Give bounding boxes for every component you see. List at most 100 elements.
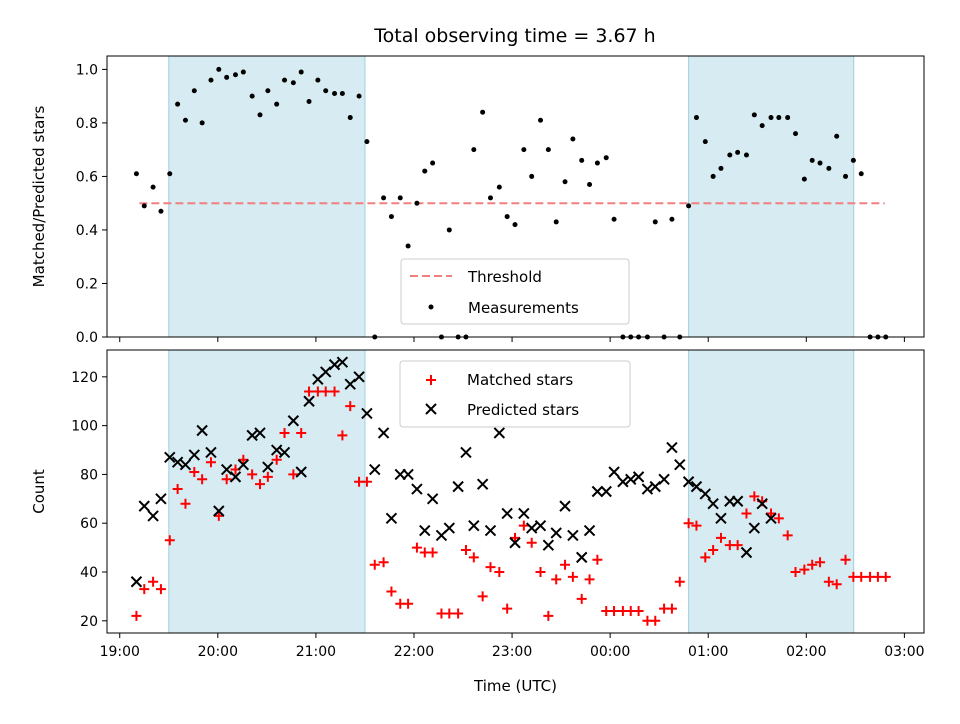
matched-star-point	[708, 545, 719, 556]
measurement-point	[388, 214, 394, 220]
legend-matched-label: Matched stars	[467, 371, 573, 389]
predicted-star-point	[237, 458, 250, 471]
measurement-point	[332, 90, 338, 96]
x-axis-label: Time (UTC)	[473, 677, 557, 695]
legend-measurement-label: Measurements	[468, 299, 579, 317]
measurement-point	[793, 131, 799, 137]
measurement-point	[587, 181, 593, 187]
x-tick-label: 23:00	[492, 644, 532, 660]
measurement-point	[257, 112, 263, 118]
predicted-star-point	[220, 463, 233, 476]
measurement-point	[743, 152, 749, 158]
y-axis-label: Count	[30, 469, 48, 514]
y-tick-label: 0.4	[76, 223, 98, 239]
matched-star-point	[460, 545, 471, 556]
predicted-star-point	[246, 429, 258, 442]
matched-star-point	[526, 537, 537, 548]
predicted-star-point	[353, 371, 365, 383]
measurement-point	[710, 173, 716, 179]
predicted-star-point	[690, 480, 703, 493]
measurement-point	[611, 216, 617, 222]
matched-star-point	[551, 574, 562, 585]
measurement-point	[875, 334, 881, 340]
measurement-point	[735, 149, 741, 155]
matched-star-point	[279, 427, 290, 438]
measurement-point	[570, 136, 576, 142]
matched-star-point	[427, 547, 438, 558]
predicted-star-point	[617, 476, 629, 488]
predicted-star-point	[731, 495, 744, 507]
x-tick-label: 01:00	[688, 644, 728, 660]
matched-star-point	[155, 584, 166, 595]
matched-star-point	[502, 603, 513, 614]
predicted-star-point	[715, 512, 727, 525]
measurement-point	[620, 334, 626, 340]
measurement-point	[751, 112, 757, 118]
measurement-point	[545, 147, 551, 153]
measurement-point	[718, 165, 724, 171]
matched-star-point	[378, 557, 389, 568]
predicted-star-point	[550, 527, 562, 539]
measurement-point	[512, 222, 518, 228]
y-tick-label: 1.0	[76, 62, 98, 78]
matched-star-point	[320, 386, 331, 397]
predicted-star-point	[179, 458, 192, 471]
y-tick-label: 0.0	[76, 330, 98, 346]
measurement-point	[496, 184, 502, 190]
predicted-star-point	[509, 537, 521, 549]
predicted-star-point	[625, 473, 637, 486]
predicted-star-point	[452, 480, 464, 493]
measurement-point	[834, 133, 840, 139]
measurement-point	[455, 334, 461, 340]
measurement-point	[693, 115, 699, 121]
matched-star-point	[288, 469, 299, 480]
matched-star-point	[518, 520, 529, 531]
legend-threshold-label: Threshold	[467, 268, 542, 286]
predicted-star-point	[361, 407, 373, 420]
measurement-point	[175, 101, 181, 107]
predicted-star-point	[525, 522, 538, 534]
predicted-star-point	[608, 466, 620, 478]
predicted-star-point	[344, 378, 356, 390]
matched-star-point	[205, 457, 216, 468]
measurement-point	[240, 69, 246, 75]
measurement-point	[141, 203, 147, 209]
predicted-star-point	[707, 497, 719, 510]
predicted-star-point	[164, 451, 176, 464]
measurement-point	[347, 115, 353, 121]
matched-star-point	[715, 532, 726, 543]
matched-star-point	[535, 567, 546, 578]
measurement-point	[208, 77, 214, 83]
legend-predicted-label: Predicted stars	[467, 401, 579, 419]
measurement-point	[529, 173, 535, 179]
measurement-point	[356, 93, 362, 99]
top-panel: 0.0 0.2 0.4 0.6 0.8 1.0 Matched/Predicted star…	[30, 55, 925, 346]
measurement-point	[867, 334, 873, 340]
measurement-point	[232, 72, 238, 78]
matched-star-point	[633, 606, 644, 617]
predicted-star-point	[756, 497, 768, 510]
measurement-point	[603, 155, 609, 161]
predicted-star-point	[262, 461, 274, 473]
predicted-star-point	[254, 427, 266, 439]
matched-star-point	[131, 610, 142, 621]
legend-predicted-swatch	[425, 403, 437, 415]
matched-star-point	[238, 454, 249, 465]
measurement-point	[702, 139, 708, 145]
measurement-point	[471, 147, 477, 153]
measurement-point	[438, 334, 444, 340]
predicted-star-point	[460, 446, 472, 459]
measurement-point	[372, 334, 378, 340]
measurement-point	[785, 115, 791, 121]
predicted-star-point	[411, 483, 423, 495]
legend-measurement-swatch	[428, 304, 434, 310]
matched-star-point	[386, 586, 397, 597]
predicted-star-point	[369, 463, 381, 476]
matched-star-point	[592, 554, 603, 565]
matched-star-point	[329, 386, 340, 397]
matched-star-point	[304, 386, 315, 397]
matched-star-point	[567, 571, 578, 582]
predicted-star-point	[674, 458, 686, 471]
matched-star-point	[180, 498, 191, 509]
matched-star-point	[139, 584, 150, 595]
